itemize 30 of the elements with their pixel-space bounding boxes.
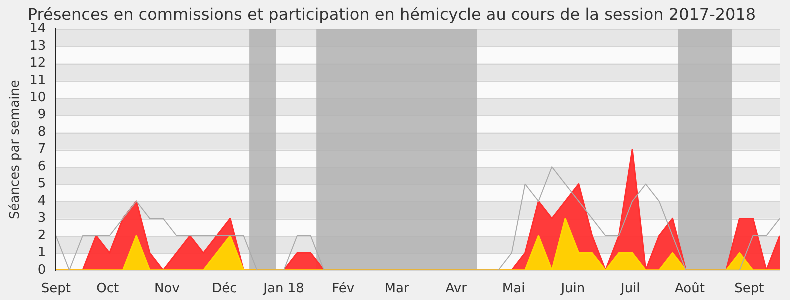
y-tick-label: 4 bbox=[38, 194, 46, 209]
y-tick-label: 7 bbox=[38, 142, 46, 158]
y-tick-label: 11 bbox=[30, 73, 46, 88]
x-tick-label: Avr bbox=[446, 282, 468, 297]
x-tick-label: Oct bbox=[96, 282, 120, 297]
x-tick-label: Nov bbox=[154, 282, 180, 297]
x-tick-label: Mar bbox=[384, 282, 410, 297]
y-tick-label: 1 bbox=[38, 246, 46, 261]
x-tick-label: Juin bbox=[560, 282, 586, 297]
y-tick-label: 8 bbox=[38, 124, 46, 140]
x-tick-label: Mai bbox=[502, 282, 526, 297]
y-tick-label: 14 bbox=[30, 22, 46, 37]
x-tick-label: Sept bbox=[41, 282, 71, 297]
y-tick-label: 5 bbox=[38, 176, 46, 192]
y-tick-label: 2 bbox=[38, 228, 46, 244]
y-tick-label: 13 bbox=[30, 38, 46, 54]
y-tick-label: 9 bbox=[38, 108, 46, 123]
y-tick-label: 12 bbox=[30, 56, 46, 72]
y-tick-label: 10 bbox=[30, 90, 46, 106]
x-tick-label: Août bbox=[675, 282, 705, 297]
x-tick-label: Juil bbox=[620, 282, 640, 297]
x-tick-label: Déc bbox=[212, 282, 238, 297]
y-tick-label: 3 bbox=[38, 211, 46, 226]
y-tick-label: 0 bbox=[38, 262, 46, 278]
y-axis-title: Séances par semaine bbox=[8, 80, 24, 220]
x-tick-label: Fév bbox=[332, 282, 355, 297]
x-tick-label: Sept bbox=[734, 282, 764, 297]
x-tick-label: Jan 18 bbox=[262, 282, 304, 297]
chart-title: Présences en commissions et participation en hémicycle au cours de la session 2017-2018 bbox=[28, 4, 756, 24]
y-tick-label: 6 bbox=[38, 159, 46, 174]
